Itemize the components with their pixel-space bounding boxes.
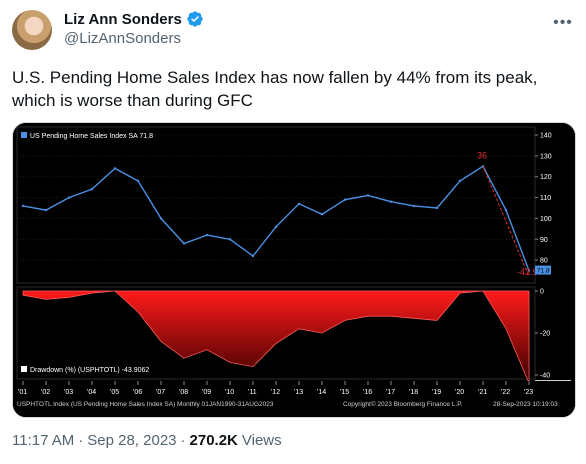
views-label: Views — [241, 432, 282, 449]
x-tick-label: '15 — [340, 389, 349, 396]
chart-footer: '01 '02 '03 '04 '05 '06 '07 '08 '09 '10 '11 '12 '13 '… — [13, 381, 575, 417]
x-tick-label: '16 — [363, 389, 372, 396]
meta-separator: · — [78, 432, 84, 449]
data-point — [136, 179, 140, 183]
change-annotation: -43.9 — [517, 267, 538, 277]
tweet-date[interactable]: Sep 28, 2023 — [87, 432, 177, 449]
tweet-time[interactable]: 11:17 AM — [12, 432, 75, 449]
x-tick-label: '21 — [478, 389, 487, 396]
data-point — [90, 188, 94, 191]
data-point — [21, 204, 25, 208]
x-tick-label: '17 — [386, 389, 395, 396]
y-tick-label: 120 — [540, 174, 552, 181]
avatar[interactable] — [12, 10, 52, 50]
copyright-note: Copyright© 2023 Bloomberg Finance L.P. — [343, 400, 463, 408]
data-point — [205, 233, 209, 237]
y-tick-label: 110 — [540, 195, 551, 202]
verified-badge-icon — [187, 11, 203, 27]
x-tick-label: '13 — [294, 389, 303, 396]
y-tick-label: -20 — [540, 331, 550, 338]
x-tick-label: '07 — [156, 389, 165, 396]
line-panel: 140 130 120 110 100 90 80 US Pending Home Sales… — [16, 126, 552, 284]
y-tick-label: 80 — [540, 258, 548, 265]
tweet-header: Liz Ann Sonders @LizAnnSonders ••• — [12, 4, 574, 56]
tweet-text: U.S. Pending Home Sales Index has now fa… — [12, 68, 538, 110]
meta-separator: · — [180, 432, 186, 449]
data-point — [274, 225, 278, 228]
y-tick-label: 140 — [540, 133, 552, 140]
legend-swatch — [21, 366, 27, 372]
timestamp-note: 28-Sep-2023 10:19:03 — [493, 401, 558, 408]
data-point — [228, 238, 232, 241]
data-point — [412, 204, 416, 208]
views-count: 270.2K — [189, 432, 238, 449]
footer-bg — [13, 381, 575, 417]
x-tick-label: '01 — [18, 389, 27, 396]
x-tick-label: '08 — [179, 389, 188, 396]
y-tick-label: 90 — [540, 237, 548, 244]
tweet-meta: 11:17 AM · Sep 28, 2023 · 270.2K Views — [12, 432, 282, 449]
drawdown-area — [22, 290, 530, 384]
x-tick-label: '19 — [432, 389, 441, 396]
data-point — [251, 254, 255, 258]
x-tick-label: '09 — [202, 389, 211, 396]
more-options-icon[interactable]: ••• — [553, 14, 573, 31]
x-tick-label: '23 — [524, 389, 533, 396]
data-point — [504, 208, 508, 212]
y-tick-label: -40 — [540, 373, 550, 380]
x-tick-label: '03 — [64, 389, 73, 396]
x-tick-label: '04 — [87, 389, 96, 396]
peak-annotation: 36 — [477, 150, 487, 160]
data-point — [343, 198, 347, 201]
data-point — [366, 194, 370, 197]
x-tick-label: '02 — [41, 389, 50, 396]
x-tick-label: '14 — [317, 389, 326, 396]
x-tick-label: '11 — [248, 389, 257, 396]
data-point — [159, 217, 163, 220]
data-point — [435, 206, 439, 210]
x-tick-label: '05 — [110, 389, 119, 396]
data-point — [320, 213, 324, 216]
legend-label: US Pending Home Sales Index SA 71.8 — [30, 133, 153, 140]
last-value-tag — [535, 265, 551, 275]
legend-label: Drawdown (%) (USPHTOTL) -43.9062 — [30, 367, 149, 374]
x-tick-label: '22 — [501, 389, 510, 396]
line-panel-frame — [16, 126, 536, 284]
data-point — [297, 202, 301, 206]
y-tick-label: 0 — [540, 289, 544, 296]
y-tick-label: 100 — [540, 216, 552, 223]
drawdown-panel: 0-20-40-43.9062Drawdown (%) (USPHTOTL) -… — [16, 286, 571, 390]
y-tick-label: 130 — [540, 153, 552, 160]
data-point — [44, 208, 48, 212]
data-point — [389, 200, 393, 203]
data-point — [458, 179, 462, 183]
data-point — [67, 196, 71, 199]
x-tick-label: '06 — [133, 389, 142, 396]
last-value-label: 71.8 — [537, 268, 550, 275]
x-tick-label: '20 — [455, 389, 464, 396]
bloomberg-chart: 140 130 120 110 100 90 80 US Pending Home Sales… — [13, 123, 575, 417]
author-handle[interactable]: @LizAnnSonders — [64, 30, 181, 47]
data-point — [527, 269, 531, 272]
x-tick-label: '12 — [271, 389, 280, 396]
x-tick-label: '10 — [225, 389, 234, 396]
tweet-media-chart[interactable]: 140 130 120 110 100 90 80 US Pending Home Sales… — [12, 122, 576, 418]
legend-swatch — [21, 132, 27, 138]
author-name[interactable]: Liz Ann Sonders — [64, 10, 182, 28]
x-tick-label: '18 — [409, 389, 418, 396]
source-note: USPHTOTL Index (US Pending Home Sales In… — [17, 401, 274, 408]
data-point — [113, 167, 117, 170]
data-point — [182, 242, 186, 245]
author-name-line: Liz Ann Sonders — [64, 10, 204, 28]
